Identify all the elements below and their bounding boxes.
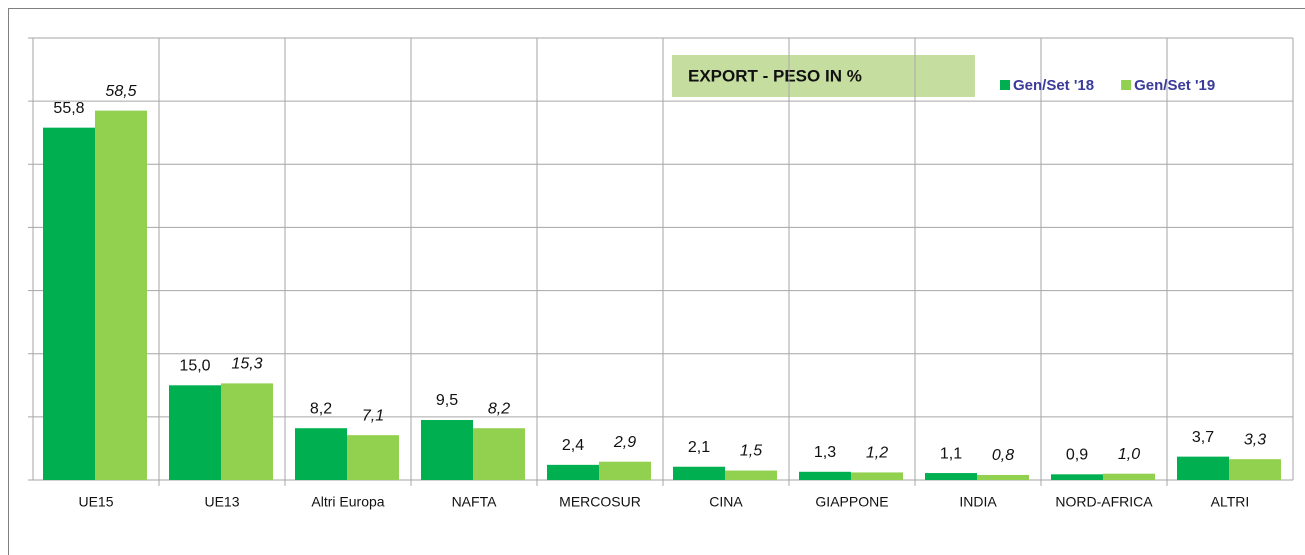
value-label: 1,0 bbox=[1118, 446, 1140, 463]
value-label: 2,9 bbox=[613, 434, 636, 451]
bar bbox=[95, 110, 147, 480]
bar bbox=[1177, 456, 1229, 480]
bar bbox=[925, 473, 977, 480]
bar bbox=[599, 461, 651, 480]
legend-label: Gen/Set '19 bbox=[1134, 77, 1215, 94]
x-tick-label: GIAPPONE bbox=[815, 494, 888, 510]
bar bbox=[421, 420, 473, 480]
x-tick-label: NORD-AFRICA bbox=[1055, 494, 1153, 510]
x-tick-label: UE13 bbox=[204, 494, 239, 510]
bar bbox=[725, 470, 777, 480]
value-label: 8,2 bbox=[310, 400, 332, 417]
bar bbox=[43, 127, 95, 481]
value-label: 9,5 bbox=[436, 392, 458, 409]
bar bbox=[473, 428, 525, 480]
value-label: 55,8 bbox=[53, 100, 84, 117]
bar bbox=[1103, 473, 1155, 480]
value-label: 2,1 bbox=[688, 439, 710, 456]
value-label: 3,3 bbox=[1244, 431, 1266, 448]
value-label: 1,2 bbox=[866, 445, 888, 462]
x-tick-label: UE15 bbox=[78, 494, 113, 510]
value-label: 0,9 bbox=[1066, 447, 1088, 464]
bar bbox=[673, 466, 725, 480]
legend-swatch bbox=[1000, 80, 1010, 90]
x-tick-label: INDIA bbox=[959, 494, 997, 510]
x-tick-label: CINA bbox=[709, 494, 743, 510]
value-label: 1,5 bbox=[740, 443, 762, 460]
bar bbox=[347, 435, 399, 480]
value-label: 15,0 bbox=[179, 358, 210, 375]
value-label: 8,2 bbox=[488, 400, 510, 417]
title-box bbox=[672, 55, 975, 97]
bar bbox=[169, 385, 221, 480]
value-label: 2,4 bbox=[562, 437, 584, 454]
x-tick-label: ALTRI bbox=[1211, 494, 1250, 510]
value-label: 15,3 bbox=[231, 356, 262, 373]
bar bbox=[977, 474, 1029, 480]
bar bbox=[295, 428, 347, 480]
value-label: 58,5 bbox=[105, 83, 136, 100]
x-tick-label: MERCOSUR bbox=[559, 494, 641, 510]
value-label: 7,1 bbox=[362, 407, 384, 424]
x-tick-label: Altri Europa bbox=[311, 494, 384, 510]
legend-label: Gen/Set '18 bbox=[1013, 77, 1094, 94]
bar bbox=[547, 464, 599, 480]
value-label: 0,8 bbox=[992, 447, 1014, 464]
bar bbox=[799, 471, 851, 480]
bar bbox=[221, 383, 273, 480]
chart-title: EXPORT - PESO IN % bbox=[688, 66, 862, 85]
value-label: 3,7 bbox=[1192, 429, 1214, 446]
bar bbox=[1051, 474, 1103, 480]
bar bbox=[851, 472, 903, 480]
value-label: 1,1 bbox=[940, 445, 962, 462]
legend-swatch bbox=[1121, 80, 1132, 90]
bar bbox=[1229, 459, 1281, 480]
x-tick-label: NAFTA bbox=[452, 494, 498, 510]
value-label: 1,3 bbox=[814, 444, 836, 461]
